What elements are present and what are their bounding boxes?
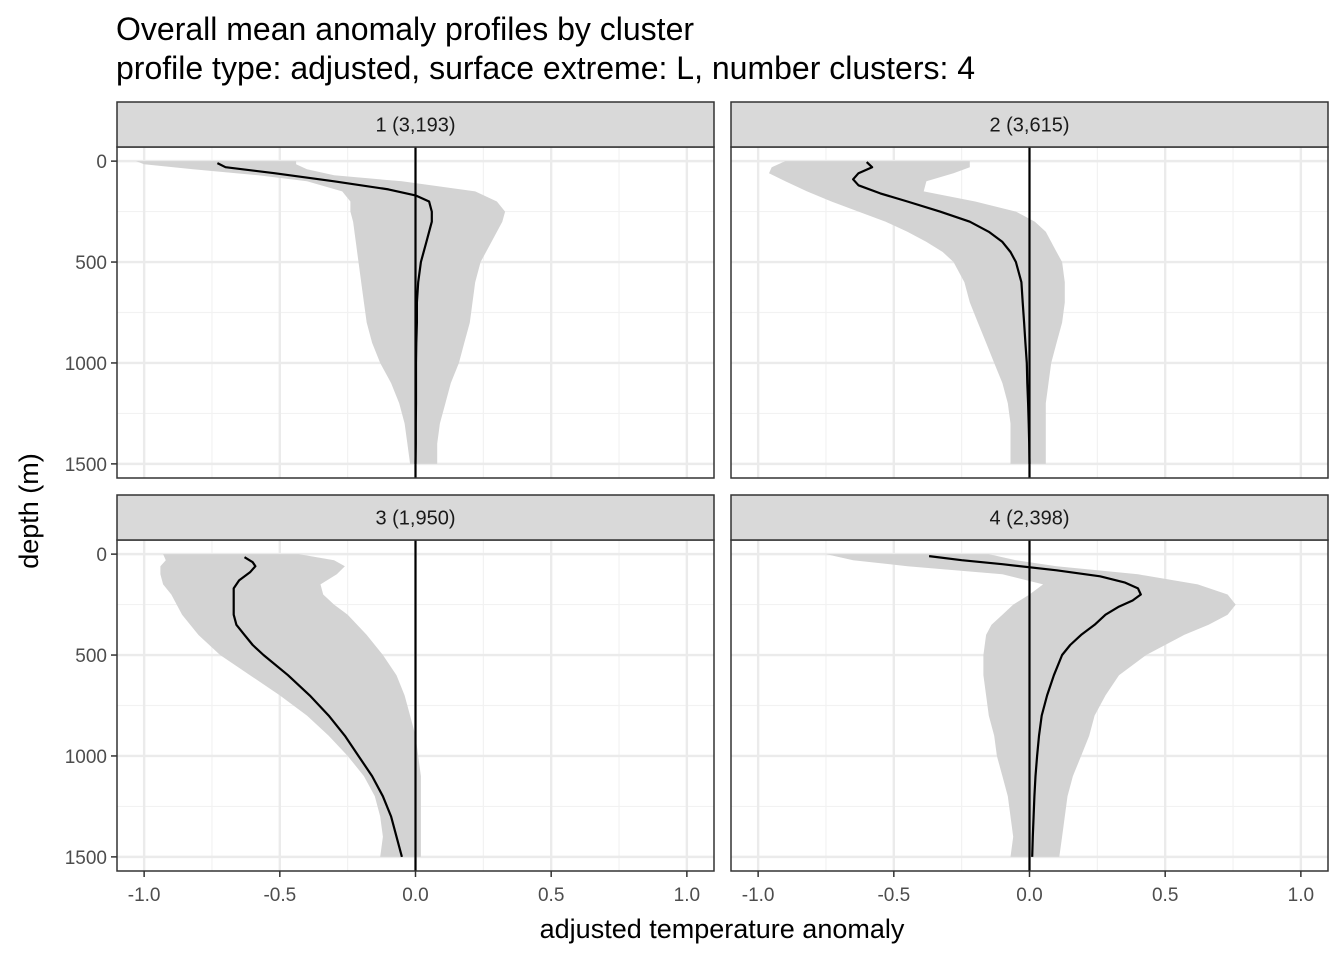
facet-strip bbox=[116, 494, 715, 541]
x-tick-label: -1.0 bbox=[128, 885, 161, 906]
chart-title: Overall mean anomaly profiles by cluster bbox=[116, 11, 694, 47]
x-axis-title: adjusted temperature anomaly bbox=[540, 914, 905, 944]
y-tick-label: 1500 bbox=[65, 848, 107, 869]
y-tick-label: 500 bbox=[75, 253, 107, 274]
facet-strip-label: 2 (3,615) bbox=[989, 115, 1069, 137]
y-tick-label: 0 bbox=[96, 152, 107, 173]
facet-strip bbox=[116, 101, 715, 148]
y-tick-label: 1000 bbox=[65, 747, 107, 768]
x-tick-label: 0.0 bbox=[1016, 885, 1042, 906]
facet-strip-label: 4 (2,398) bbox=[989, 508, 1069, 530]
x-tick-label: -0.5 bbox=[877, 885, 910, 906]
facet-strip bbox=[730, 494, 1329, 541]
mean-profile-line bbox=[851, 161, 1031, 464]
panel-4: 4 (2,398) -1.0 -0.5 0.0 0.5 1.0 bbox=[730, 494, 1329, 906]
x-tick-label: 0.5 bbox=[538, 885, 564, 906]
panel-2: 2 (3,615) bbox=[730, 101, 1329, 479]
facet-strip-label: 1 (3,193) bbox=[375, 115, 455, 137]
y-tick-label: 0 bbox=[96, 545, 107, 566]
y-tick-label: 1000 bbox=[65, 354, 107, 375]
mean-profile-line bbox=[216, 162, 433, 464]
anomaly-band bbox=[826, 554, 1236, 857]
facet-strip-label: 3 (1,950) bbox=[375, 508, 455, 530]
chart-subtitle: profile type: adjusted, surface extreme:… bbox=[116, 50, 975, 86]
x-tick-label: 0.5 bbox=[1152, 885, 1178, 906]
panels: 1 (3,193) 0 500 1000 1500 2 (3,615) 3 (1,950) 0… bbox=[65, 101, 1329, 906]
mean-profile-line bbox=[928, 555, 1142, 857]
x-tick-label: -0.5 bbox=[263, 885, 296, 906]
x-tick-label: -1.0 bbox=[742, 885, 775, 906]
x-tick-label: 1.0 bbox=[674, 885, 700, 906]
y-tick-label: 1500 bbox=[65, 455, 107, 476]
facet-strip bbox=[730, 101, 1329, 148]
anomaly-band bbox=[136, 161, 506, 464]
mean-profile-line bbox=[232, 556, 403, 858]
x-tick-label: 1.0 bbox=[1288, 885, 1314, 906]
y-tick-label: 500 bbox=[75, 646, 107, 667]
anomaly-band bbox=[160, 554, 421, 857]
x-tick-label: 0.0 bbox=[402, 885, 428, 906]
anomaly-band bbox=[769, 161, 1065, 464]
panel-3: 3 (1,950) 0 500 1000 1500 -1.0 -0.5 0.0 0.5 1.0 bbox=[65, 494, 715, 906]
panel-1: 1 (3,193) 0 500 1000 1500 bbox=[65, 101, 715, 479]
y-axis-title: depth (m) bbox=[14, 453, 44, 569]
